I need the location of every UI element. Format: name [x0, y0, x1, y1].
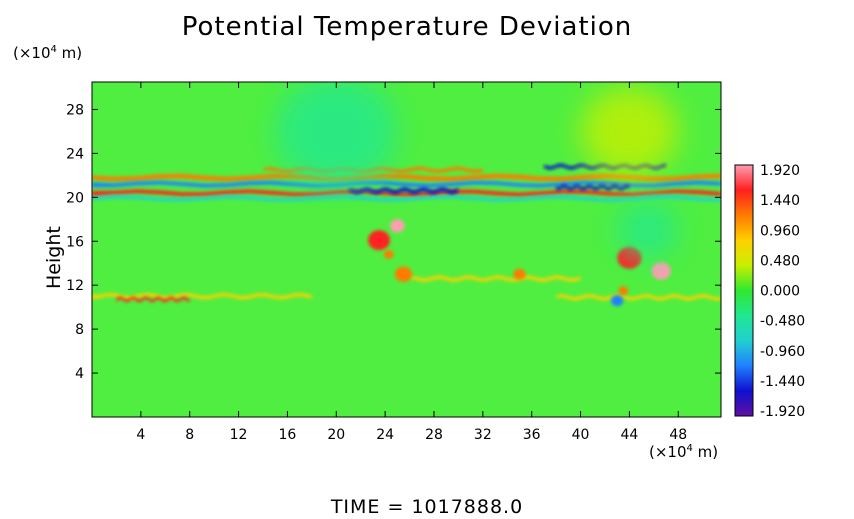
y-tick-label: 8 — [75, 322, 84, 338]
heatmap-blob — [394, 266, 412, 282]
x-tick-label: 8 — [185, 427, 194, 443]
x-tick-label: 20 — [327, 427, 345, 443]
x-tick-label: 4 — [136, 427, 145, 443]
heatmap-band — [348, 187, 459, 195]
heatmap-blob — [275, 82, 398, 187]
heatmap-blob — [368, 230, 391, 251]
x-axis-unit: (×104 m) — [649, 443, 718, 461]
y-tick-label: 12 — [66, 278, 84, 294]
x-tick-label: 16 — [279, 427, 297, 443]
time-value: 1017888.0 — [411, 496, 524, 518]
heatmap-blob — [618, 286, 629, 296]
heatmap-band — [556, 294, 721, 301]
y-tick-label: 28 — [66, 102, 84, 118]
x-tick-label: 32 — [474, 427, 492, 443]
heatmap-blob — [383, 250, 394, 259]
colorbar-label: -1.440 — [760, 374, 805, 390]
heatmap-band — [92, 173, 721, 182]
plot-frame — [91, 81, 722, 418]
x-axis: 4 8 12 16 20 24 28 32 36 40 44 48 — [136, 82, 687, 443]
heatmap-features — [92, 82, 721, 307]
x-unit-suffix: m) — [692, 443, 719, 461]
x-tick-label: 24 — [376, 427, 394, 443]
colorbar-label: -1.920 — [760, 404, 805, 420]
x-tick-label: 36 — [523, 427, 541, 443]
y-tick-label: 4 — [75, 366, 84, 382]
colorbar-label: 1.920 — [760, 163, 800, 179]
time-readout: TIME = 1017888.0 — [0, 496, 854, 518]
heatmap-blob — [390, 219, 405, 233]
colorbar-label: 0.000 — [760, 284, 800, 300]
x-tick-label: 12 — [230, 427, 248, 443]
heatmap-band — [556, 184, 630, 191]
time-label: TIME — [330, 496, 381, 518]
x-unit-prefix: (×10 — [649, 443, 687, 461]
y-tick-label: 16 — [66, 234, 84, 250]
colorbar — [734, 164, 754, 417]
heatmap-blob — [651, 262, 671, 280]
heatmap-band — [92, 189, 721, 197]
colorbar-label: 0.960 — [760, 223, 800, 239]
y-unit-prefix: (×10 — [13, 44, 51, 62]
heatmap-blob — [617, 202, 679, 258]
y-unit-exp: 4 — [50, 44, 57, 55]
time-equals: = — [387, 496, 405, 518]
heatmap-band — [92, 195, 721, 202]
y-axis: 4 8 12 16 20 24 28 — [66, 102, 721, 382]
colorbar-label: -0.480 — [760, 314, 805, 330]
x-tick-label: 40 — [572, 427, 590, 443]
x-tick-label: 28 — [425, 427, 443, 443]
y-axis-unit: (×104 m) — [13, 44, 82, 62]
chart-title: Potential Temperature Deviation — [181, 12, 633, 42]
x-unit-exp: 4 — [686, 443, 693, 454]
x-tick-label: 44 — [620, 427, 638, 443]
y-tick-label: 24 — [66, 146, 84, 162]
heatmap-band — [409, 275, 581, 282]
heatmap-band — [116, 296, 190, 303]
y-unit-suffix: m) — [56, 44, 83, 62]
heatmap-blob — [580, 87, 679, 176]
colorbar-label: -0.960 — [760, 344, 805, 360]
heatmap-blob — [611, 295, 624, 307]
colorbar-label: 0.480 — [760, 253, 800, 269]
colorbar-labels: 1.920 1.440 0.960 0.480 0.000 -0.480 -0.960 -1.… — [760, 163, 805, 420]
y-tick-label: 20 — [66, 190, 84, 206]
colorbar-label: 1.440 — [760, 193, 800, 209]
heatmap-blob — [513, 268, 526, 280]
x-tick-label: 48 — [669, 427, 687, 443]
heatmap-band — [92, 292, 312, 300]
